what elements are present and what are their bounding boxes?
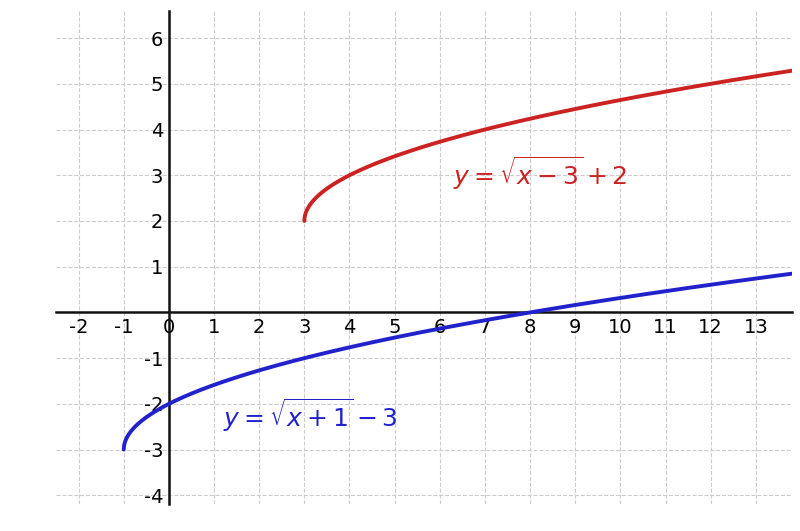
Text: $y = \sqrt{x-3}+2$: $y = \sqrt{x-3}+2$ — [454, 154, 628, 192]
Text: $y = \sqrt{x+1}-3$: $y = \sqrt{x+1}-3$ — [223, 397, 398, 434]
